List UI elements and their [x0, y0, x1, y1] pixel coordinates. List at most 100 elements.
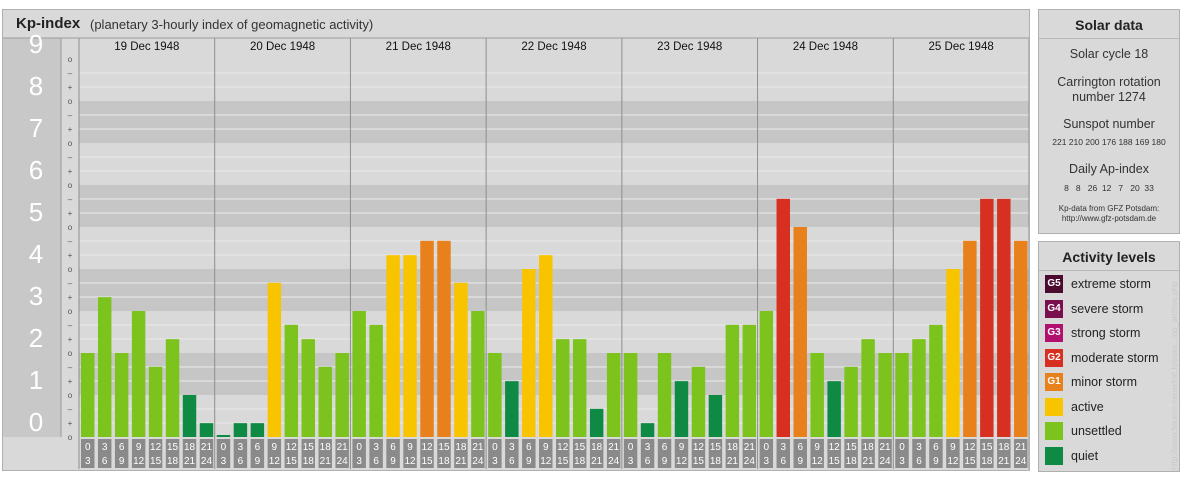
activity-level-label: quiet: [1071, 448, 1099, 463]
minor-tick-label: +: [68, 83, 73, 92]
time-slot-end: 12: [676, 456, 688, 467]
time-slot-cell: [386, 439, 400, 468]
time-slot-start: 6: [119, 442, 125, 453]
day-label: 19 Dec 1948: [114, 41, 179, 53]
time-slot-start: 0: [899, 442, 905, 453]
time-slot-cell: [878, 439, 892, 468]
kp-band-6: [79, 143, 1029, 185]
activity-level-label: unsettled: [1071, 424, 1122, 438]
solar-data-heading: Solar data: [1039, 10, 1179, 39]
carrington-line1: Carrington rotation: [1057, 75, 1161, 89]
time-slot-cell: [556, 439, 570, 468]
kp-bar: [182, 395, 197, 437]
time-slot-start: 18: [184, 442, 196, 453]
time-slot-start: 21: [337, 442, 349, 453]
kp-bar: [725, 324, 740, 437]
time-slot-cell: [997, 439, 1011, 468]
time-slot-cell: [454, 439, 468, 468]
day-label: 25 Dec 1948: [929, 41, 994, 53]
y-tick-label-5: 5: [29, 197, 43, 227]
time-slot-start: 12: [829, 442, 841, 453]
time-slot-end: 9: [255, 456, 261, 467]
time-slot-start: 21: [879, 442, 891, 453]
kp-band-4: [79, 227, 1029, 269]
time-slot-end: 6: [916, 456, 922, 467]
y-tick-label-1: 1: [29, 365, 43, 395]
y-tick-label-6: 6: [29, 155, 43, 185]
minor-tick-label: o: [68, 139, 73, 148]
ap-heading: Daily Ap-index: [1069, 162, 1149, 176]
minor-tick-label: o: [68, 391, 73, 400]
sunspot-values: 221 210 200 176 188 169 180: [1052, 137, 1166, 147]
time-slot-cell: [929, 439, 943, 468]
kp-bar: [267, 282, 282, 437]
kp-bar: [827, 381, 841, 437]
day-label: 23 Dec 1948: [657, 41, 722, 53]
time-slot-start: 12: [150, 442, 162, 453]
kp-bar: [742, 324, 757, 437]
time-slot-end: 18: [167, 456, 179, 467]
time-slot-cell: [488, 439, 502, 468]
time-slot-start: 6: [255, 442, 261, 453]
kp-bar: [793, 227, 807, 437]
minor-tick-label: +: [68, 125, 73, 134]
kp-bar: [912, 339, 926, 437]
kp-band-5: [79, 185, 1029, 227]
time-slot-start: 12: [286, 442, 298, 453]
minor-tick-label: o: [68, 181, 73, 190]
time-slot-end: 12: [812, 456, 824, 467]
y-tick-label-9: 9: [29, 29, 43, 59]
source-line1: Kp-data from GFZ Potsdam:: [1058, 204, 1160, 213]
kp-chart: 0123456789o+–o+–o+–o+–o+–o+–o+–o+–o+–o19…: [3, 29, 1029, 469]
time-slot-cell: [114, 439, 129, 468]
time-slot-start: 18: [727, 442, 739, 453]
ap-values: 8 8 26 12 7 20 33: [1064, 183, 1154, 193]
time-slot-cell: [335, 439, 349, 468]
time-slot-cell: [963, 439, 977, 468]
time-slot-cell: [301, 439, 315, 468]
activity-level-label: moderate storm: [1071, 350, 1159, 365]
time-slot-cell: [572, 439, 587, 468]
time-slot-cell: [233, 439, 248, 468]
activity-level-label: active: [1071, 399, 1104, 414]
time-slot-end: 18: [710, 456, 722, 467]
time-slot-start: 9: [136, 442, 142, 453]
y-tick-label-0: 0: [29, 407, 43, 437]
time-slot-cell: [352, 439, 366, 468]
time-slot-cell: [318, 439, 332, 468]
kp-bar: [1014, 240, 1028, 437]
time-slot-cell: [97, 439, 112, 468]
kp-bar: [657, 353, 672, 437]
carrington-line2: number 1274: [1072, 90, 1146, 104]
kp-bar: [165, 339, 180, 437]
time-slot-cell: [776, 439, 790, 468]
kp-bar: [488, 353, 502, 437]
time-slot-start: 15: [303, 442, 315, 453]
minor-label-column: [61, 38, 79, 437]
minor-tick-label: +: [68, 377, 73, 386]
time-slot-end: 12: [947, 456, 959, 467]
activity-level-swatch: G1: [1045, 373, 1063, 391]
time-slot-end: 18: [574, 456, 586, 467]
time-slot-cell: [250, 439, 265, 468]
time-slot-start: 15: [167, 442, 179, 453]
y-label-column: [3, 38, 61, 437]
time-slot-start: 9: [272, 442, 278, 453]
y-tick-label-2: 2: [29, 323, 43, 353]
time-slot-end: 6: [102, 456, 108, 467]
time-slot-end: 21: [320, 456, 332, 467]
activity-levels-panel: Activity levels G5 extreme storm G4 severe …: [1038, 241, 1180, 472]
time-slot-start: 9: [407, 442, 413, 453]
kp-bar: [556, 339, 570, 437]
time-slot-end: 3: [628, 456, 634, 467]
time-slot-end: 3: [356, 456, 362, 467]
minor-tick-label: –: [68, 405, 73, 414]
time-slot-cell: [691, 439, 706, 468]
time-slot-cell: [522, 439, 536, 468]
time-slot-start: 15: [981, 442, 993, 453]
minor-tick-label: +: [68, 251, 73, 260]
day-label: 20 Dec 1948: [250, 41, 315, 53]
time-slot-end: 6: [780, 456, 786, 467]
time-slot-cell: [606, 439, 621, 468]
time-slot-cell: [284, 439, 299, 468]
